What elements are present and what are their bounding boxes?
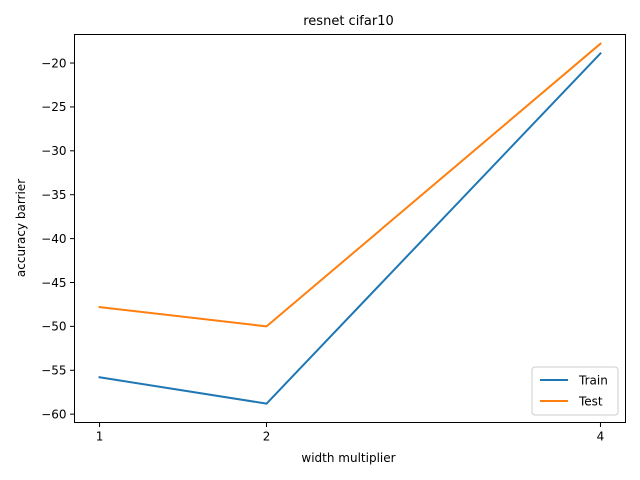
x-tick-label: 2 bbox=[263, 430, 271, 444]
series-layer bbox=[98, 42, 602, 405]
legend-label-train: Train bbox=[578, 373, 608, 387]
y-axis-ticks: −60 −55 −50 −45 −40 −35 −30 −25 −20 bbox=[41, 56, 75, 421]
y-tick-label: −25 bbox=[41, 100, 66, 114]
y-axis-label: accuracy barrier bbox=[14, 179, 28, 277]
y-tick-label: −60 bbox=[41, 407, 66, 421]
y-tick-label: −55 bbox=[41, 364, 66, 378]
y-tick-label: −30 bbox=[41, 144, 66, 158]
y-tick-label: −45 bbox=[41, 276, 66, 290]
series-line-train bbox=[98, 51, 602, 405]
axes-frame bbox=[74, 34, 626, 423]
series-line-test bbox=[98, 42, 602, 328]
x-tick-label: 4 bbox=[597, 430, 605, 444]
legend: Train Test bbox=[531, 366, 619, 416]
chart-title: resnet cifar10 bbox=[303, 14, 394, 29]
y-tick-label: −20 bbox=[41, 56, 66, 70]
y-tick-label: −50 bbox=[41, 320, 66, 334]
y-tick-label: −35 bbox=[41, 188, 66, 202]
x-axis-label: width multiplier bbox=[301, 451, 395, 465]
x-tick-label: 1 bbox=[96, 430, 104, 444]
x-axis-ticks: 1 2 4 bbox=[96, 422, 605, 444]
y-tick-label: −40 bbox=[41, 232, 66, 246]
legend-label-test: Test bbox=[578, 394, 603, 408]
